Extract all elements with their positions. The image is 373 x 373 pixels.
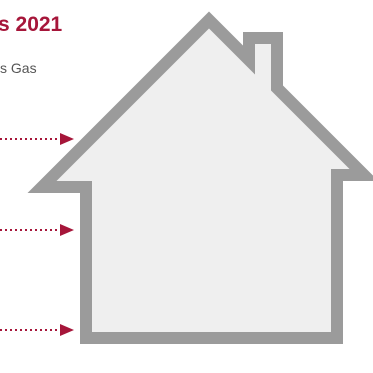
arrow-right-icon [0, 224, 74, 236]
arrow-right-icon [0, 133, 74, 145]
diagram-title: s 2021 [0, 13, 63, 36]
diagram-subtitle: s Gas [0, 60, 37, 76]
house-icon [27, 11, 373, 344]
arrow-right-icon [0, 324, 74, 336]
pointer-arrows [0, 133, 74, 336]
